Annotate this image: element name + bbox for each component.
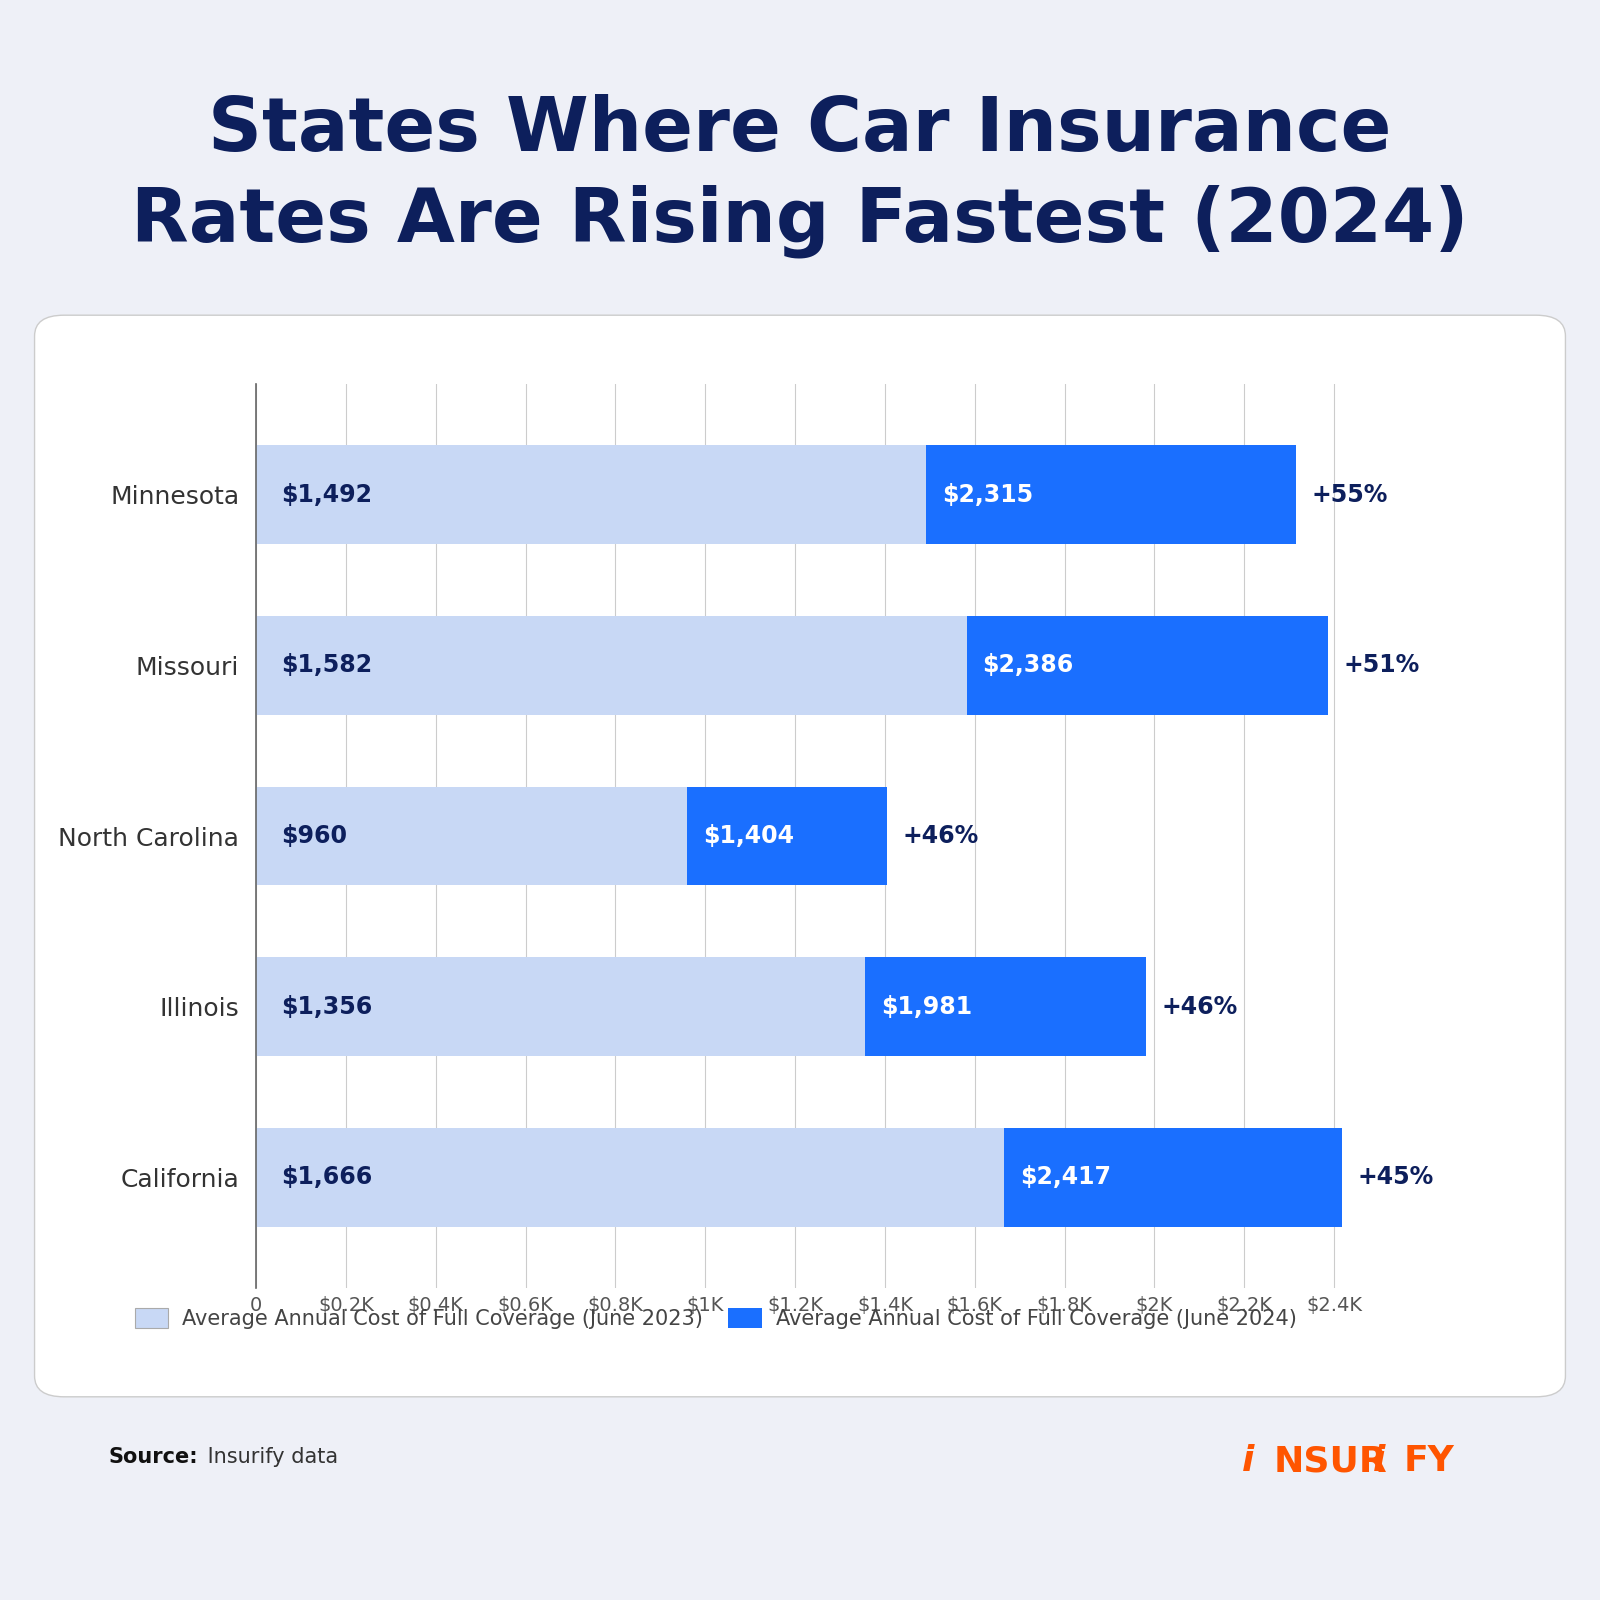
Text: $2,315: $2,315 (942, 483, 1034, 507)
Text: Source:: Source: (109, 1446, 198, 1467)
Bar (866, 957, 1146, 1056)
Text: NSUR: NSUR (1274, 1445, 1387, 1478)
Text: +45%: +45% (1357, 1165, 1434, 1189)
Text: $1,666: $1,666 (280, 1165, 371, 1189)
Legend: Average Annual Cost of Full Coverage (June 2023), Average Annual Cost of Full Co: Average Annual Cost of Full Coverage (Ju… (134, 1307, 1298, 1330)
Text: $1,492: $1,492 (280, 483, 371, 507)
Bar (256, 957, 866, 1056)
Bar (256, 1128, 1005, 1227)
Text: i: i (1373, 1445, 1386, 1478)
Text: $960: $960 (280, 824, 347, 848)
Text: $1,582: $1,582 (280, 653, 371, 677)
Bar (926, 445, 1296, 544)
Text: +46%: +46% (902, 824, 979, 848)
Text: $2,386: $2,386 (982, 653, 1074, 677)
Text: +46%: +46% (1162, 995, 1238, 1019)
Bar (256, 616, 966, 715)
Bar (256, 445, 926, 544)
Text: $1,404: $1,404 (702, 824, 794, 848)
Text: $2,417: $2,417 (1021, 1165, 1110, 1189)
Text: +51%: +51% (1344, 653, 1419, 677)
Text: $1,356: $1,356 (280, 995, 371, 1019)
Text: States Where Car Insurance
Rates Are Rising Fastest (2024): States Where Car Insurance Rates Are Ris… (131, 94, 1469, 258)
Bar (966, 616, 1328, 715)
Bar (1005, 1128, 1342, 1227)
Text: FY: FY (1403, 1445, 1454, 1478)
FancyBboxPatch shape (35, 315, 1565, 1397)
Text: i: i (1242, 1445, 1254, 1478)
Text: Insurify data: Insurify data (202, 1446, 338, 1467)
Text: $1,981: $1,981 (882, 995, 973, 1019)
Bar (256, 787, 688, 885)
Bar (688, 787, 886, 885)
Text: +55%: +55% (1312, 483, 1389, 507)
